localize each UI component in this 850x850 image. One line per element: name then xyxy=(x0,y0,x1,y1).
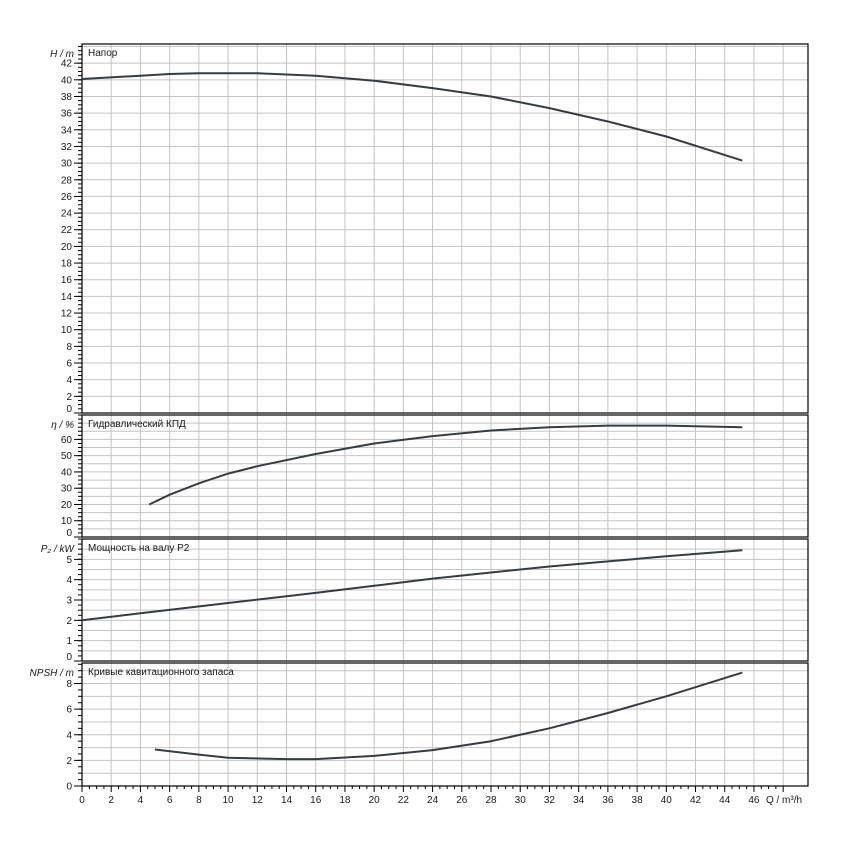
y-tick-label: 40 xyxy=(61,75,73,86)
y-tick-label: 4 xyxy=(66,375,72,386)
y-tick-label: 0 xyxy=(66,782,72,793)
y-tick-label: 4 xyxy=(66,575,72,586)
panel-frame xyxy=(81,662,809,787)
panel-title: Гидравлический КПД xyxy=(88,419,186,430)
x-tick-label: 4 xyxy=(138,795,144,806)
x-tick-label: 24 xyxy=(427,795,439,806)
y-tick-label: 4 xyxy=(66,730,72,741)
series-line-p2 xyxy=(81,549,743,622)
y-tick-label: 5 xyxy=(66,555,72,566)
x-tick-label: 12 xyxy=(252,795,264,806)
y-tick-label: 8 xyxy=(66,679,72,690)
y-tick-label: 40 xyxy=(61,467,73,478)
y-tick-label: 42 xyxy=(61,59,73,70)
y-tick-label: 6 xyxy=(66,705,72,716)
x-tick-label: 26 xyxy=(456,795,468,806)
y-tick-label: 12 xyxy=(61,309,73,320)
x-tick-label: 0 xyxy=(79,795,85,806)
x-tick-label: 46 xyxy=(748,795,760,806)
panel-title: Напор xyxy=(88,48,118,59)
y-tick-label: 8 xyxy=(66,342,72,353)
y-axis-label: P₂ / kW xyxy=(41,544,76,555)
y-tick-label: 2 xyxy=(66,392,72,403)
series-line-η xyxy=(148,424,743,506)
panel-frame xyxy=(81,414,809,538)
series-line-npsh xyxy=(154,671,743,761)
x-tick-label: 22 xyxy=(398,795,410,806)
y-tick-label: 18 xyxy=(61,259,73,270)
x-tick-label: 34 xyxy=(573,795,585,806)
y-tick-label: 1 xyxy=(66,636,72,647)
series-line-h xyxy=(81,72,743,162)
x-tick-label: 2 xyxy=(108,795,114,806)
x-tick-label: 14 xyxy=(281,795,293,806)
y-tick-label: 6 xyxy=(66,359,72,370)
y-tick-label: 24 xyxy=(61,209,73,220)
y-tick-label: 50 xyxy=(61,451,73,462)
y-tick-label: 0 xyxy=(66,404,72,415)
y-axis-label: η / % xyxy=(51,420,74,431)
y-tick-label: 34 xyxy=(61,125,73,136)
x-tick-label: 8 xyxy=(196,795,202,806)
x-tick-label: 32 xyxy=(544,795,556,806)
x-tick-label: 16 xyxy=(310,795,322,806)
y-tick-label: 0 xyxy=(66,528,72,539)
y-tick-label: 28 xyxy=(61,175,73,186)
x-tick-label: 6 xyxy=(167,795,173,806)
x-tick-label: 44 xyxy=(719,795,731,806)
y-tick-label: 60 xyxy=(61,435,73,446)
x-tick-label: 38 xyxy=(632,795,644,806)
y-tick-label: 2 xyxy=(66,756,72,767)
x-axis-label: Q / m³/h xyxy=(766,795,802,806)
x-tick-label: 10 xyxy=(223,795,235,806)
x-tick-label: 40 xyxy=(661,795,673,806)
y-tick-label: 30 xyxy=(61,484,73,495)
x-tick-label: 28 xyxy=(485,795,497,806)
x-tick-label: 42 xyxy=(690,795,702,806)
x-tick-label: 30 xyxy=(515,795,527,806)
y-tick-label: 10 xyxy=(61,516,73,527)
y-tick-label: 36 xyxy=(61,109,73,120)
x-tick-label: 36 xyxy=(602,795,614,806)
panel-title: Мощность на валу P2 xyxy=(88,543,190,554)
y-tick-label: 30 xyxy=(61,159,73,170)
panel-frame xyxy=(81,43,809,414)
y-axis-label: H / m xyxy=(50,49,74,60)
y-tick-label: 16 xyxy=(61,275,73,286)
y-tick-label: 0 xyxy=(66,652,72,663)
x-tick-label: 18 xyxy=(339,795,351,806)
y-tick-label: 26 xyxy=(61,192,73,203)
y-tick-label: 20 xyxy=(61,242,73,253)
y-tick-label: 32 xyxy=(61,142,73,153)
panel-title: Кривые кавитационного запаса xyxy=(88,667,234,678)
y-tick-label: 22 xyxy=(61,225,73,236)
y-tick-label: 14 xyxy=(61,292,73,303)
y-tick-label: 38 xyxy=(61,92,73,103)
y-tick-label: 2 xyxy=(66,616,72,627)
x-tick-label: 20 xyxy=(369,795,381,806)
y-tick-label: 10 xyxy=(61,325,73,336)
y-tick-label: 20 xyxy=(61,500,73,511)
y-tick-label: 3 xyxy=(66,596,72,607)
y-axis-label: NPSH / m xyxy=(30,668,74,679)
